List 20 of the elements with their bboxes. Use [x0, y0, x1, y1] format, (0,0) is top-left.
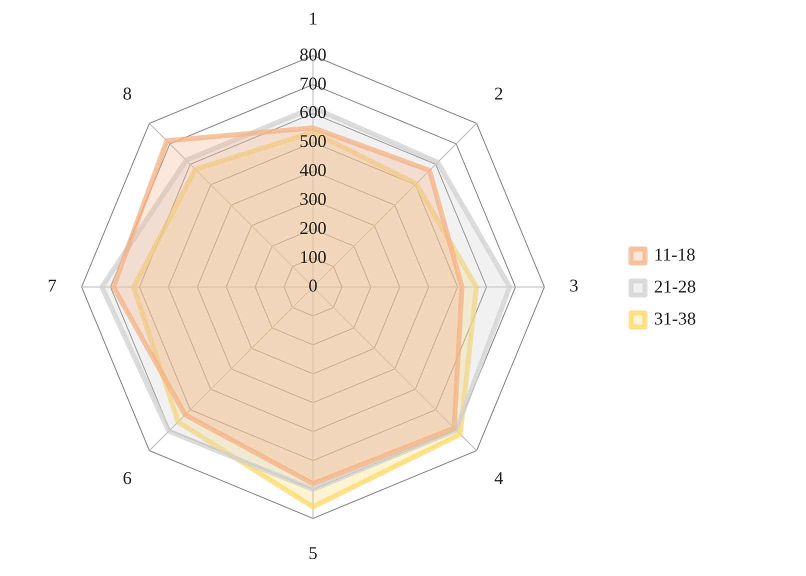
spoke-label: 6	[122, 468, 132, 488]
spoke-label: 3	[569, 276, 578, 296]
y-tick-label: 300	[300, 188, 326, 209]
y-tick-label: 700	[300, 73, 326, 94]
y-tick-label: 0	[308, 276, 318, 296]
y-tick-label: 500	[300, 131, 326, 152]
legend-label: 11-18	[654, 244, 696, 265]
y-tick-label: 800	[300, 44, 326, 64]
spoke-label: 1	[308, 8, 318, 29]
y-tick-label: 200	[300, 218, 326, 238]
spoke-label: 2	[494, 84, 504, 104]
y-tick-label: 600	[300, 102, 326, 122]
spoke-label: 8	[122, 84, 132, 104]
spoke-label: 7	[48, 276, 57, 296]
y-tick-label: 400	[300, 160, 326, 180]
spoke-label: 4	[494, 468, 504, 488]
y-tick-label: 100	[300, 246, 326, 267]
legend-label: 31-38	[654, 308, 696, 329]
spoke-label: 5	[308, 542, 318, 563]
legend-label: 21-28	[654, 276, 696, 297]
